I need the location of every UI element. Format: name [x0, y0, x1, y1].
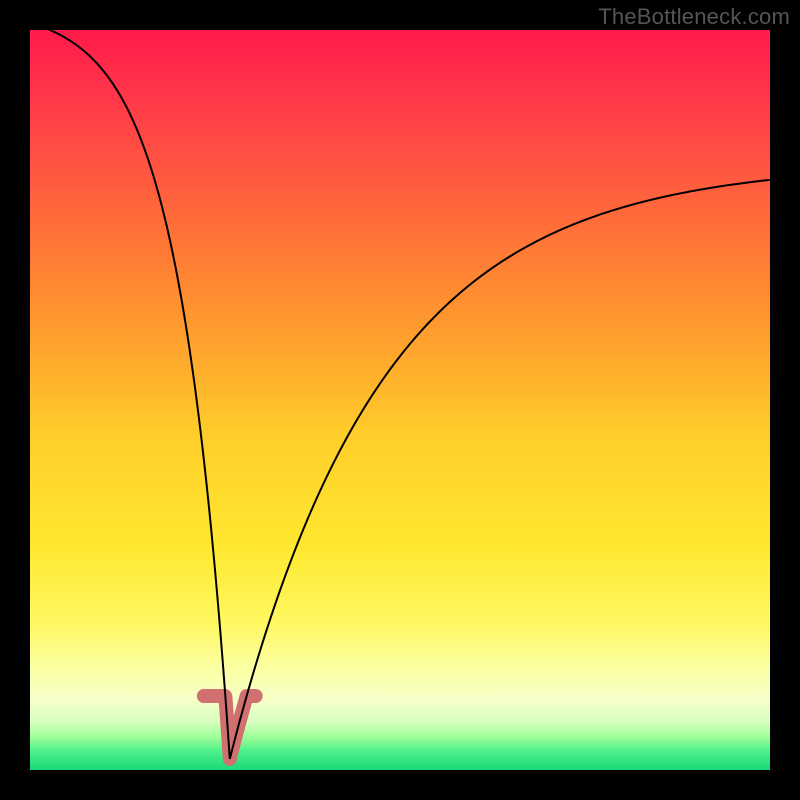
watermark-text: TheBottleneck.com [598, 4, 790, 30]
chart-container: { "watermark": { "text": "TheBottleneck.… [0, 0, 800, 800]
bottleneck-chart [0, 0, 800, 800]
